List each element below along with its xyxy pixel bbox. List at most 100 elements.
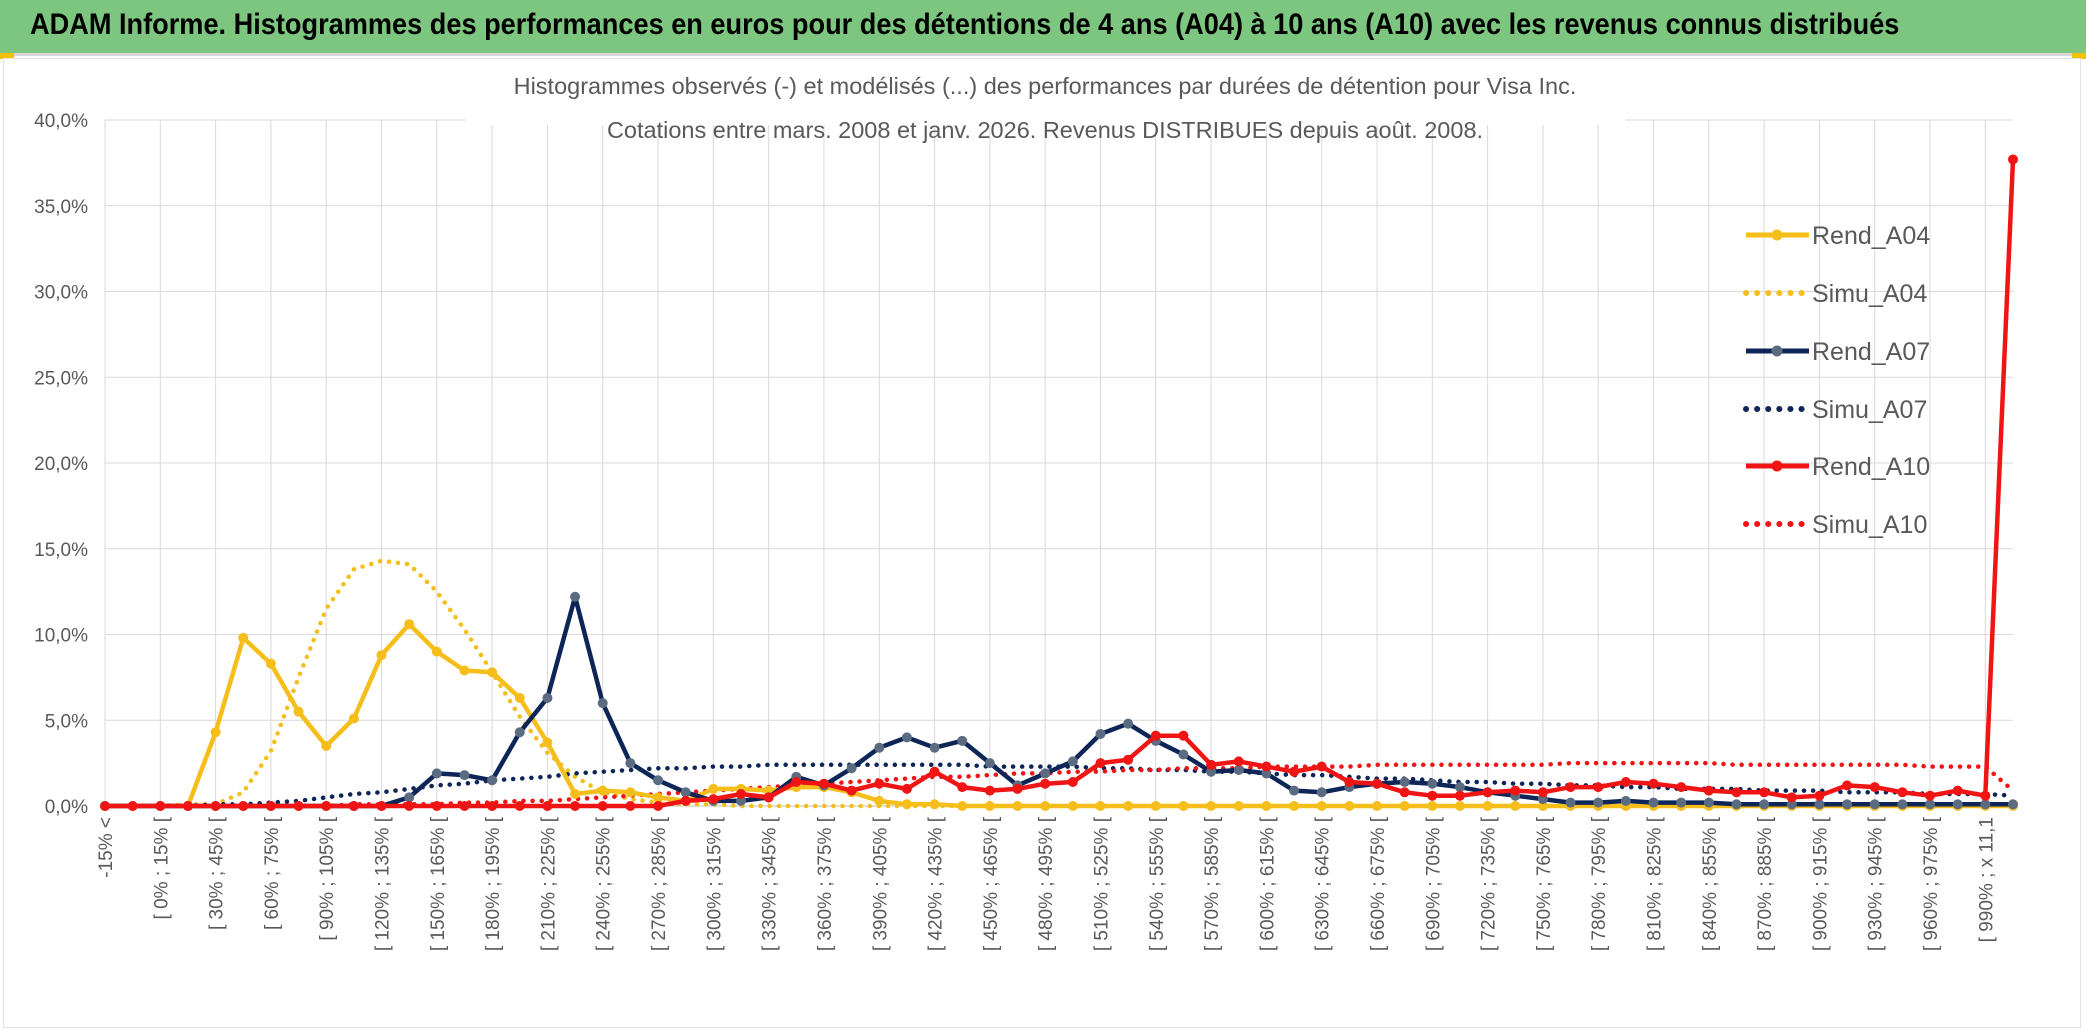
data-point	[1731, 799, 1742, 810]
data-point	[459, 801, 470, 811]
data-point	[1372, 778, 1382, 789]
data-point	[1537, 801, 1548, 811]
data-point	[348, 801, 359, 811]
title-background	[466, 61, 1626, 125]
x-tick-label: [ 600% ; 615% [	[1257, 816, 1278, 951]
data-point	[846, 785, 857, 796]
data-point	[2008, 799, 2018, 810]
data-point	[1869, 782, 1880, 793]
data-point	[570, 591, 581, 602]
x-tick-label: [ 990% ; x 11,1	[1976, 817, 1997, 942]
data-point	[1123, 801, 1134, 811]
data-point	[1372, 801, 1382, 811]
x-tick-label: [ 240% ; 255% [	[594, 816, 615, 951]
header-banner: ADAM Informe. Histogrammes des performan…	[0, 0, 2086, 56]
data-point	[1676, 797, 1687, 808]
data-point	[1759, 787, 1770, 798]
data-point	[763, 792, 774, 803]
data-point	[1012, 783, 1023, 794]
data-point	[210, 801, 221, 811]
data-point	[1178, 801, 1189, 811]
data-point	[210, 727, 221, 738]
series-rend-a07	[100, 591, 2018, 811]
x-tick-label: [ 900% ; 915% [	[1810, 816, 1831, 951]
y-axis: 0,0% 5,0% 10,0% 15,0% 20,0% 25,0% 30,0% 35,0% 40…	[34, 111, 88, 818]
data-point	[874, 778, 885, 789]
data-point	[1399, 787, 1410, 798]
data-point	[984, 785, 995, 796]
data-point	[1537, 787, 1548, 798]
x-tick-label: [ 810% ; 825% [	[1645, 816, 1666, 951]
data-point	[542, 737, 553, 748]
data-point	[293, 706, 304, 717]
data-point	[1842, 780, 1853, 791]
data-point	[238, 801, 249, 811]
data-point	[1178, 749, 1189, 760]
data-point	[127, 801, 138, 811]
data-point	[1289, 785, 1300, 796]
data-point	[1344, 801, 1355, 811]
data-point	[1952, 785, 1963, 796]
data-point	[736, 795, 746, 806]
data-point	[1095, 728, 1106, 739]
x-tick-label: [ 720% ; 735% [	[1479, 816, 1500, 951]
x-tick-label: [ 150% ; 165% [	[428, 816, 449, 951]
x-axis: -15% < [ 0% ; 15% [[ 30% ; 45% [[ 60% ; 7…	[96, 805, 2013, 951]
series-line	[102, 621, 2016, 809]
data-point	[1676, 782, 1687, 793]
data-point	[431, 801, 442, 811]
data-point	[957, 782, 968, 793]
data-point	[929, 742, 940, 753]
data-point	[1980, 790, 1991, 801]
data-point	[1316, 801, 1327, 811]
data-point	[1399, 776, 1410, 787]
data-point	[487, 775, 498, 786]
data-point	[653, 775, 664, 786]
data-point	[1786, 799, 1797, 810]
x-tick-label: [ 0% ; 15% [	[151, 816, 172, 919]
x-tick-label: [ 420% ; 435% [	[926, 816, 947, 951]
data-point	[597, 785, 608, 796]
data-point	[846, 763, 857, 774]
data-point	[1067, 756, 1078, 767]
data-point	[874, 742, 885, 753]
data-point	[1206, 766, 1217, 777]
chart-area: 0,0% 5,0% 10,0% 15,0% 20,0% 25,0% 30,0% 35,0% 40…	[3, 58, 2081, 1028]
data-point	[1482, 787, 1493, 798]
data-point	[653, 792, 664, 803]
data-point	[404, 619, 415, 630]
legend-label: Rend_A10	[1812, 453, 1930, 481]
data-point	[901, 783, 912, 794]
legend-item-simu-a10: Simu_A10	[1743, 511, 1927, 539]
data-point	[901, 799, 912, 810]
data-point	[1123, 754, 1134, 765]
data-point	[376, 801, 387, 811]
x-tick-label: [ 690% ; 705% [	[1423, 816, 1444, 951]
series-line	[102, 157, 2016, 809]
legend-item-simu-a07: Simu_A07	[1743, 396, 1927, 424]
data-point	[1344, 776, 1355, 787]
x-tick-label: [ 660% ; 675% [	[1368, 816, 1389, 951]
data-point	[487, 667, 498, 678]
data-point	[984, 758, 995, 769]
legend-item-simu-a04: Simu_A04	[1743, 280, 1927, 308]
data-point	[1150, 801, 1161, 811]
data-point	[404, 792, 415, 803]
data-point	[1289, 766, 1300, 777]
data-point	[431, 646, 442, 657]
data-point	[1040, 768, 1051, 779]
data-point	[1731, 787, 1742, 798]
data-point	[542, 801, 553, 811]
data-point	[1593, 782, 1604, 793]
x-tick-label: [ 300% ; 315% [	[704, 816, 725, 951]
data-point	[708, 794, 719, 805]
x-tick-label: [ 30% ; 45% [	[207, 816, 228, 930]
data-point	[1842, 799, 1853, 810]
legend-marker	[1771, 345, 1783, 357]
legend-label: Simu_A07	[1812, 396, 1927, 424]
data-point	[155, 801, 166, 811]
data-point	[901, 732, 912, 743]
x-tick-label: [ 840% ; 855% [	[1700, 816, 1721, 951]
data-point	[1206, 759, 1217, 770]
data-point	[1427, 801, 1438, 811]
